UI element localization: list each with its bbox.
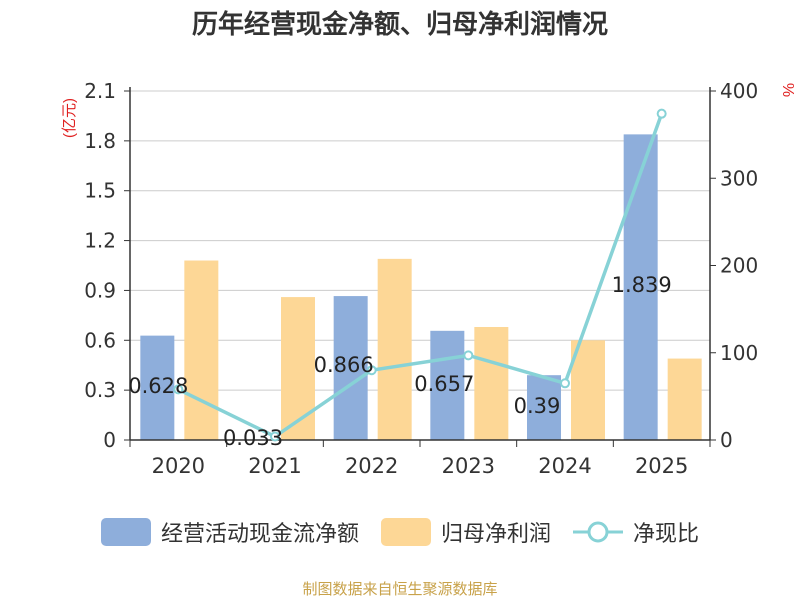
legend-item-net-profit[interactable]: 归母净利润 [380,516,551,548]
bar-net-profit-2024 [571,340,605,440]
bar-cash-flow-2022 [333,296,368,440]
x-tick-label: 2024 [538,454,591,478]
left-tick-label: 2.1 [84,79,116,103]
x-tick-label: 2020 [152,454,205,478]
right-tick-label: 400 [720,79,758,103]
legend-item-operating-cash-flow[interactable]: 经营活动现金流净额 [100,516,359,548]
ratio-point-2025 [656,108,667,119]
right-tick-label: 0 [720,428,733,452]
data-label-cash-flow-2020: 0.628 [128,374,188,398]
chart-title: 历年经营现金净额、归母净利润情况 [191,10,608,40]
x-tick-label: 2025 [635,454,688,478]
ratio-point-2021 [270,431,280,442]
legend-label: 净现比 [633,522,700,547]
left-tick-label: 1.2 [84,229,116,253]
data-label-ratio-2021: 0.033 [223,426,283,450]
right-tick-label: 300 [720,166,758,190]
bar-cash-flow-2024 [527,375,561,440]
legend-swatch-blue [100,518,151,546]
ratio-line-path [177,113,664,439]
bar-cash-flow-2020 [140,335,175,440]
right-axis-title: % [779,83,796,97]
bar-net-profit-2020 [184,260,219,440]
bar-net-profit-2022 [377,258,412,440]
ratio-point-2020 [173,384,184,395]
right-tick-label: 200 [720,254,758,278]
bars [140,134,702,440]
source-note: 制图数据来自恒生聚源数据库 [302,580,498,598]
x-tick-label: 2022 [345,454,398,478]
left-axis-title: (亿元) [61,98,78,138]
bar-net-profit-2025 [667,358,702,440]
left-tick-label: 1.8 [84,129,116,153]
bar-net-profit-2023 [474,326,509,440]
grid-lines [130,90,710,391]
legend-label: 经营活动现金流净额 [160,522,359,547]
data-label-cash-flow-2022: 0.866 [314,353,374,377]
data-label-cash-flow-2023: 0.657 [414,372,474,396]
ratio-line [173,108,667,442]
left-tick-label: 0.9 [84,278,116,302]
bar-cash-flow-2025 [623,134,658,440]
axes: 0 0.3 0.6 0.9 1.2 1.5 1.8 2.1 0 100 200 300 400 2020 2… [84,79,758,478]
left-tick-label: 0.6 [84,328,116,352]
data-label-cash-flow-2025: 1.839 [612,273,672,297]
left-tick-label: 0 [103,428,116,452]
bar-net-profit-2021 [281,297,315,440]
ratio-point-2023 [463,350,474,361]
legend-line-marker-icon [573,521,623,543]
right-tick-label: 100 [720,341,758,365]
left-tick-label: 1.5 [84,179,116,203]
legend: 经营活动现金流净额 归母净利润 净现比 [0,516,800,548]
data-labels: 0.628 0.866 0.657 0.39 1.839 0.033 [128,273,671,450]
ratio-point-2024 [560,378,570,389]
x-tick-label: 2023 [442,454,495,478]
data-label-cash-flow-2024: 0.39 [514,394,561,418]
ratio-point-2022 [366,365,377,376]
legend-item-cash-ratio[interactable]: 净现比 [573,516,699,548]
legend-swatch-orange [380,518,431,546]
bar-cash-flow-2023 [430,330,465,440]
left-tick-label: 0.3 [84,378,116,402]
x-tick-label: 2021 [248,454,301,478]
legend-label: 归母净利润 [440,522,551,547]
